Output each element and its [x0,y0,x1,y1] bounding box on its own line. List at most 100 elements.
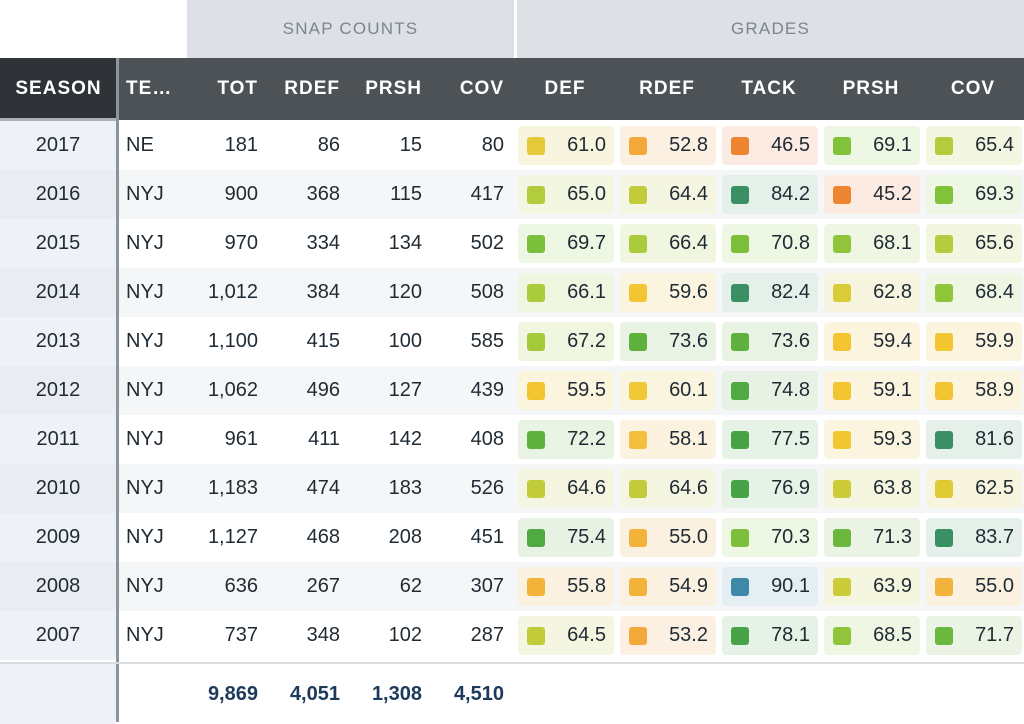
cell-cov: 287 [470,624,504,646]
cell-cov: 585 [470,330,504,352]
grade-cov-cell: 59.9 [926,322,1022,361]
table-row: 2017 NE 181 86 15 80 61.0 52.8 46.5 69.1 65.4 [0,121,1024,170]
cell-tot: 970 [224,232,258,254]
grade-cov-cell: 58.9 [926,371,1022,410]
table-row: 2010 NYJ 1,183 474 183 526 64.6 64.6 76.9 63.8 62.… [0,464,1024,513]
cell-season: 2012 [0,366,116,415]
header-cov[interactable]: COV [459,78,504,99]
header-season[interactable]: SEASON [0,58,117,120]
grade-def-cell: 64.6 [518,469,614,508]
grade-color-swatch [629,431,647,449]
header-grade-prsh[interactable]: PRSH [842,78,900,99]
grade-color-swatch [629,235,647,253]
grade-value: 62.5 [975,477,1014,499]
cell-season: 2007 [0,611,116,660]
column-header-row: SEASON TE… TOT RDEF PRSH COV DEF RDEF TA… [0,58,1024,120]
grade-prsh-cell: 69.1 [824,126,920,165]
grade-tack-cell: 46.5 [722,126,818,165]
header-grade-tack[interactable]: TACK [741,78,797,99]
grade-color-swatch [935,529,953,547]
grade-def-cell: 65.0 [518,175,614,214]
header-tot[interactable]: TOT [217,78,258,99]
grade-value: 70.8 [771,232,810,254]
cell-season: 2010 [0,464,116,513]
grade-color-swatch [527,333,545,351]
grade-color-swatch [629,284,647,302]
grade-value: 55.0 [975,575,1014,597]
grade-color-swatch [833,578,851,596]
grade-tack-cell: 82.4 [722,273,818,312]
cell-prsh: 115 [390,183,422,205]
grade-def-cell: 72.2 [518,420,614,459]
grade-value: 61.0 [567,134,606,156]
cell-tot: 1,012 [207,281,258,303]
grade-value: 59.1 [873,379,912,401]
header-prsh[interactable]: PRSH [365,78,422,99]
cell-tot: 1,183 [207,477,258,499]
grade-value: 54.9 [669,575,708,597]
grade-tack-cell: 73.6 [722,322,818,361]
grade-value: 59.9 [975,330,1014,352]
cell-prsh: 120 [388,281,422,303]
grade-cov-cell: 81.6 [926,420,1022,459]
cell-cov: 439 [470,379,504,401]
grade-value: 46.5 [771,134,810,156]
header-grade-cov[interactable]: COV [950,78,996,99]
season-column-divider [116,58,119,722]
grade-cov-cell: 69.3 [926,175,1022,214]
grade-color-swatch [629,382,647,400]
cell-rdef: 474 [306,477,340,499]
cell-team: NYJ [126,575,164,597]
cell-prsh: 102 [388,624,422,646]
header-rdef[interactable]: RDEF [284,78,340,99]
grade-value: 55.8 [567,575,606,597]
grade-prsh-cell: 68.5 [824,616,920,655]
cell-rdef: 334 [306,232,340,254]
header-grade-rdef[interactable]: RDEF [639,78,695,99]
total-prsh: 1,308 [371,682,422,705]
grade-value: 65.0 [567,183,606,205]
table-row: 2007 NYJ 737 348 102 287 64.5 53.2 78.1 68.5 71.7 [0,611,1024,660]
grade-color-swatch [629,627,647,645]
grade-value: 62.8 [873,281,912,303]
grade-color-swatch [527,431,545,449]
grade-value: 58.1 [669,428,708,450]
table-row: 2014 NYJ 1,012 384 120 508 66.1 59.6 82.4 62.8 68.… [0,268,1024,317]
grade-value: 69.3 [975,183,1014,205]
table-row: 2015 NYJ 970 334 134 502 69.7 66.4 70.8 68.1 65.6 [0,219,1024,268]
grade-color-swatch [935,284,953,302]
grade-cov-cell: 65.4 [926,126,1022,165]
grade-color-swatch [833,431,851,449]
grade-value: 63.8 [873,477,912,499]
cell-rdef: 411 [308,428,340,450]
grade-value: 66.4 [669,232,708,254]
total-tot: 9,869 [207,682,258,705]
totals-row: 9,869 4,051 1,308 4,510 [0,662,1024,724]
grade-value: 84.2 [771,183,810,205]
cell-rdef: 267 [306,575,340,597]
grade-value: 66.1 [567,281,606,303]
grade-value: 59.6 [669,281,708,303]
grade-value: 76.9 [771,477,810,499]
grade-value: 71.7 [975,624,1014,646]
cell-team: NYJ [126,624,164,646]
grade-color-swatch [935,480,953,498]
cell-team: NYJ [126,232,164,254]
cell-tot: 181 [224,134,258,156]
grade-rdef-cell: 60.1 [620,371,716,410]
grade-color-swatch [935,186,953,204]
grade-rdef-cell: 59.6 [620,273,716,312]
grade-tack-cell: 76.9 [722,469,818,508]
cell-season: 2009 [0,513,116,562]
cell-tot: 737 [224,624,258,646]
grade-value: 90.1 [771,575,810,597]
table-row: 2011 NYJ 961 411 142 408 72.2 58.1 77.5 59.3 81.6 [0,415,1024,464]
grade-value: 78.1 [771,624,810,646]
cell-team: NE [126,134,154,156]
cell-prsh: 142 [388,428,422,450]
cell-prsh: 62 [399,575,422,597]
grade-color-swatch [527,137,545,155]
header-grade-def[interactable]: DEF [544,78,586,99]
header-team[interactable]: TE… [126,78,173,99]
